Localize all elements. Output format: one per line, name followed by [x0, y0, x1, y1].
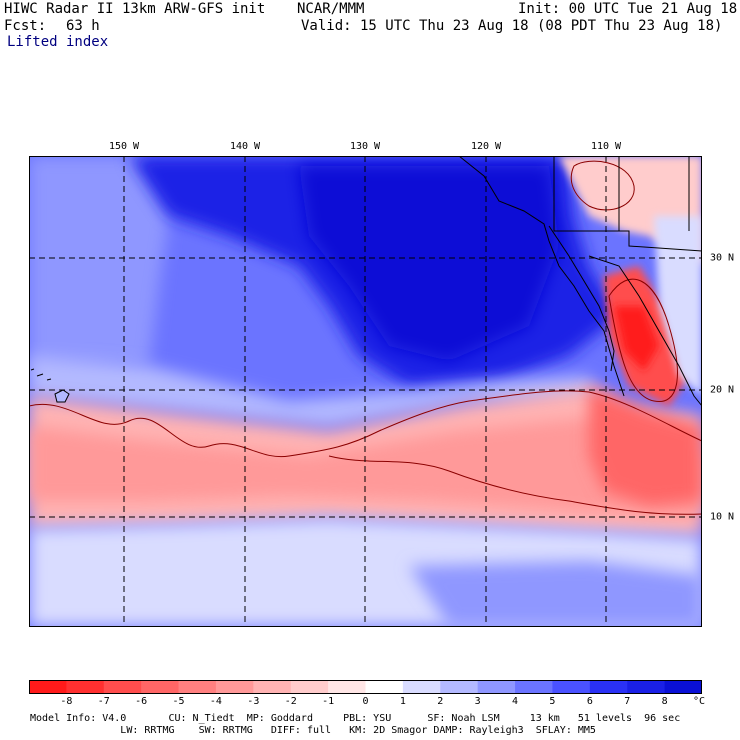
title-source: NCAR/MMM	[297, 1, 365, 17]
colorbar-tick-label: 7	[624, 696, 631, 707]
field-baja-max	[614, 306, 659, 371]
colorbar-cell	[440, 680, 479, 694]
colorbar-cell	[215, 680, 254, 694]
colorbar-cell	[253, 680, 292, 694]
colorbar-tick-label: -1	[322, 696, 335, 707]
lon-label-140w: 140 W	[229, 141, 261, 152]
lon-label-110w: 110 W	[590, 141, 622, 152]
valid-time: Valid: 15 UTC Thu 23 Aug 18 (08 PDT Thu …	[301, 18, 723, 34]
lifted-index-map	[29, 156, 702, 627]
colorbar-tick-label: -2	[284, 696, 297, 707]
forecast-hour: 63 h	[66, 18, 100, 34]
colorbar-cell	[66, 680, 105, 694]
colorbar-unit: °C	[693, 696, 706, 707]
colorbar	[29, 680, 702, 694]
field-name: Lifted index	[7, 34, 109, 50]
title-left: HIWC Radar II 13km ARW-GFS init	[4, 1, 266, 17]
init-time: Init: 00 UTC Tue 21 Aug 18	[518, 1, 738, 17]
contour-land-north	[570, 160, 635, 211]
colorbar-tick-label: 4	[512, 696, 519, 707]
field-west-band	[29, 156, 169, 371]
colorbar-cell	[402, 680, 441, 694]
colorbar-tick-label: 3	[474, 696, 481, 707]
model-info-line2: LW: RRTMG SW: RRTMG DIFF: full KM: 2D Sm…	[30, 725, 596, 736]
coastline-baja	[548, 225, 615, 372]
lat-label-20n: 20 N	[710, 384, 735, 396]
colorbar-cell	[589, 680, 628, 694]
colorbar-tick-label: -4	[209, 696, 222, 707]
colorbar-cell	[515, 680, 553, 694]
colorbar-tick-label: -3	[247, 696, 260, 707]
colorbar-tick-label: 8	[661, 696, 668, 707]
field-deepest-blue	[299, 166, 559, 361]
colorbar-cell	[627, 680, 666, 694]
grid	[29, 156, 702, 627]
colorbar-tick-label: 0	[362, 696, 369, 707]
contour-south-band	[328, 455, 702, 515]
colorbar-tick-label: -7	[97, 696, 110, 707]
colorbar-tick-label: -6	[135, 696, 148, 707]
colorbar-cell	[29, 680, 67, 694]
colorbar-frame	[29, 680, 702, 694]
lat-label-30n: 30 N	[710, 252, 735, 264]
forecast-label: Fcst:	[4, 18, 47, 34]
colorbar-cell	[552, 680, 591, 694]
hawaii-island	[54, 389, 70, 403]
colorbar-cell	[664, 680, 702, 694]
lon-label-150w: 150 W	[108, 141, 140, 152]
coastline-mexico	[588, 255, 702, 407]
colorbar-tick-label: -8	[60, 696, 73, 707]
colorbar-tick-label: 1	[399, 696, 406, 707]
colorbar-tick-label: 6	[586, 696, 593, 707]
contour-baja	[608, 278, 678, 403]
field-transition-band	[29, 356, 609, 426]
map-frame	[29, 156, 702, 627]
field-mexico-unstable	[589, 386, 702, 506]
colorbar-cell	[365, 680, 404, 694]
state-borders	[553, 156, 702, 252]
colorbar-cell	[290, 680, 329, 694]
colorbar-cell	[328, 680, 366, 694]
colorbar-cell	[103, 680, 142, 694]
colorbar-cell	[178, 680, 217, 694]
model-info-line1: Model Info: V4.0 CU: N_Tiedt MP: Goddard…	[30, 713, 681, 724]
lon-label-120w: 120 W	[470, 141, 502, 152]
colorbar-cell	[141, 680, 180, 694]
field-south-blue	[409, 561, 702, 627]
contour-north-band	[29, 390, 702, 458]
lat-label-10n: 10 N	[710, 511, 735, 523]
colorbar-tick-label: -5	[172, 696, 185, 707]
colorbar-tick-label: 5	[549, 696, 556, 707]
lon-label-130w: 130 W	[349, 141, 381, 152]
field-land-east	[654, 216, 702, 396]
hawaii-islets	[30, 368, 52, 381]
colorbar-tick-label: 2	[437, 696, 444, 707]
colorbar-cell	[477, 680, 516, 694]
